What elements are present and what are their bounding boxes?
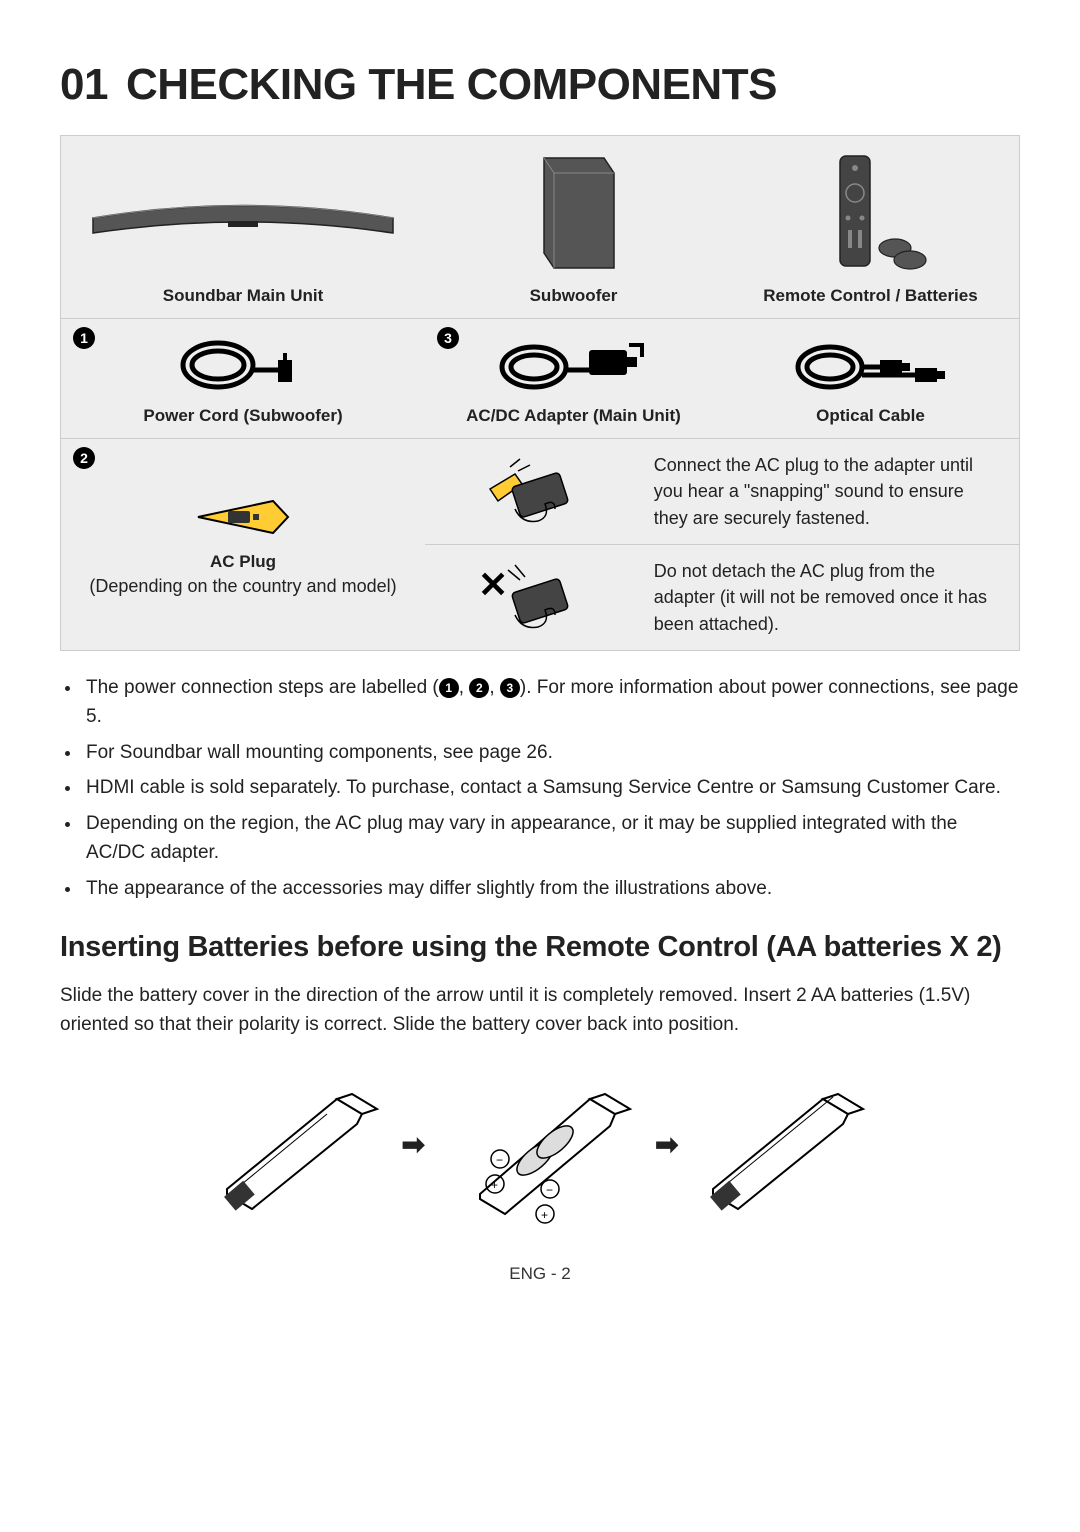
detach-instruction: Do not detach the AC plug from the adapt… (636, 544, 1019, 650)
component-label: Subwoofer (530, 286, 618, 306)
power-cord-illustration (69, 331, 417, 398)
remote-illustration (730, 148, 1011, 278)
note-text-pre: The power connection steps are labelled … (86, 677, 439, 698)
components-grid: Soundbar Main Unit Subwoofer Remote Cont… (60, 135, 1020, 439)
component-power-cord: 1 Power Cord (Subwoofer) (61, 318, 425, 438)
note-item: HDMI cable is sold separately. To purcha… (82, 773, 1020, 802)
connect-instruction: Connect the AC plug to the adapter until… (636, 439, 1019, 544)
ac-plug-sublabel: (Depending on the country and model) (89, 574, 396, 599)
component-label: AC/DC Adapter (Main Unit) (466, 406, 681, 426)
remote-closed-illustration (693, 1069, 873, 1219)
arrow-icon: ➡ (655, 1128, 678, 1161)
battery-section-title: Inserting Batteries before using the Rem… (60, 931, 1020, 964)
step-badge-1: 1 (73, 327, 95, 349)
inline-badge-2: 2 (469, 678, 489, 698)
battery-section-body: Slide the battery cover in the direction… (60, 982, 1020, 1039)
svg-text:+: + (541, 1208, 548, 1222)
page-title: 01 CHECKING THE COMPONENTS (60, 60, 1020, 110)
component-label: Power Cord (Subwoofer) (143, 406, 342, 426)
subwoofer-illustration (433, 148, 714, 278)
soundbar-illustration (69, 148, 417, 278)
note-item: For Soundbar wall mounting components, s… (82, 738, 1020, 767)
note-item: The power connection steps are labelled … (82, 673, 1020, 732)
note-item: The appearance of the accessories may di… (82, 874, 1020, 903)
notes-list: The power connection steps are labelled … (82, 673, 1020, 903)
remote-open-illustration (207, 1069, 387, 1219)
note-item: Depending on the region, the AC plug may… (82, 809, 1020, 868)
component-ac-plug: 2 AC Plug (Depending on the country and … (61, 439, 425, 650)
component-label: Soundbar Main Unit (163, 286, 324, 306)
arrow-icon: ➡ (402, 1128, 425, 1161)
inline-badge-1: 1 (439, 678, 459, 698)
svg-text:−: − (546, 1183, 553, 1197)
svg-text:−: − (496, 1153, 503, 1167)
svg-text:✕: ✕ (478, 564, 508, 605)
ac-plug-illustration (73, 489, 413, 544)
remote-batteries-illustration: − + − + (440, 1064, 640, 1224)
detach-wrong-illustration: ✕ (425, 544, 636, 650)
inline-badge-3: 3 (500, 678, 520, 698)
title-number: 01 (60, 60, 108, 109)
component-optical: Optical Cable (722, 318, 1019, 438)
components-row3: 2 AC Plug (Depending on the country and … (60, 439, 1020, 651)
component-remote: Remote Control / Batteries (722, 136, 1019, 318)
page-footer: ENG - 2 (60, 1264, 1020, 1284)
component-adapter: 3 AC/DC Adapter (Main Unit) (425, 318, 722, 438)
component-label: Remote Control / Batteries (763, 286, 977, 306)
step-badge-2: 2 (73, 447, 95, 469)
optical-cable-illustration (730, 331, 1011, 398)
adapter-illustration (433, 331, 714, 398)
component-label: Optical Cable (816, 406, 925, 426)
component-subwoofer: Subwoofer (425, 136, 722, 318)
ac-plug-label: AC Plug (210, 552, 276, 572)
svg-text:+: + (491, 1178, 498, 1192)
connect-correct-illustration (425, 439, 636, 544)
title-text: CHECKING THE COMPONENTS (126, 60, 777, 109)
battery-diagram: ➡ − + − + ➡ (60, 1064, 1020, 1224)
component-soundbar: Soundbar Main Unit (61, 136, 425, 318)
step-badge-3: 3 (437, 327, 459, 349)
